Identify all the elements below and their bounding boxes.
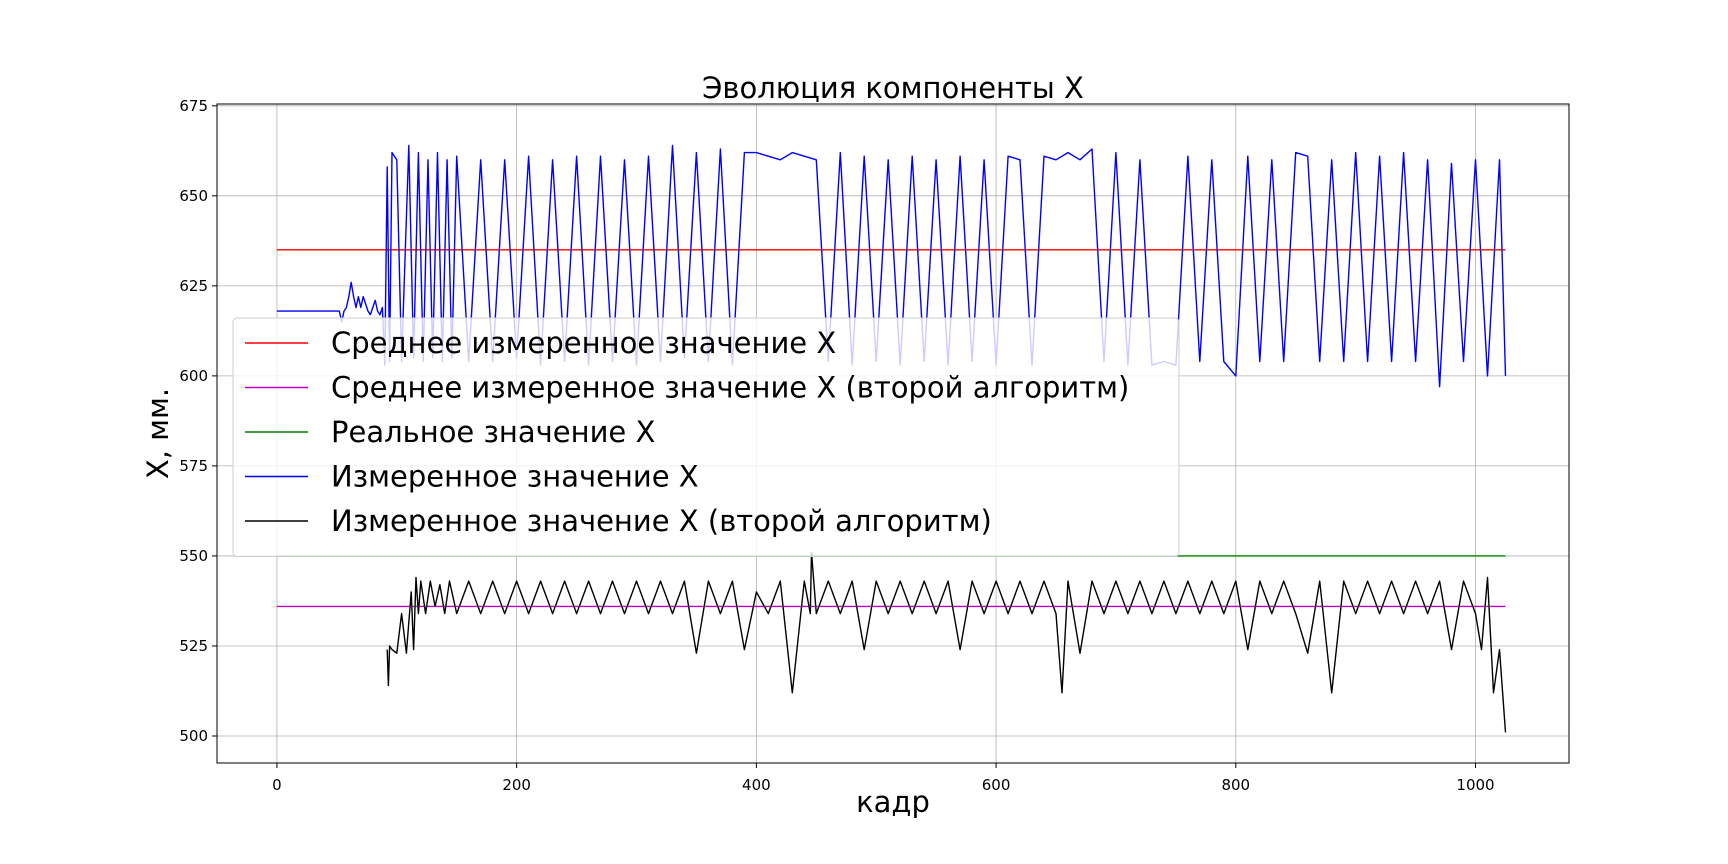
x-tick-label: 400: [742, 776, 771, 794]
legend: Среднее измеренное значение X Среднее изм…: [232, 317, 1180, 557]
x-tick-label: 800: [1221, 776, 1250, 794]
legend-label: Измеренное значение X (второй алгоритм): [331, 504, 992, 538]
legend-label: Среднее измеренное значение X (второй ал…: [331, 371, 1129, 405]
x-tick-label: 600: [982, 776, 1011, 794]
legend-box: [232, 317, 1180, 557]
y-axis-title: X, мм.: [141, 388, 175, 479]
plot-frame: [216, 103, 1570, 764]
y-tick-label: 625: [179, 277, 208, 295]
y-tick-label: 550: [179, 547, 208, 565]
legend-label: Реальное значение X: [331, 415, 655, 449]
y-tick-label: 650: [179, 187, 208, 205]
y-tick-label: 675: [179, 97, 208, 115]
legend-label: Измеренное значение X: [331, 460, 699, 494]
chart-title: Эволюция компоненты X: [702, 71, 1084, 105]
x-tick-label: 0: [272, 776, 282, 794]
x-tick-label: 200: [502, 776, 531, 794]
x-axis-title: кадр: [856, 785, 930, 819]
y-tick-label: 600: [179, 367, 208, 385]
tick-layer: 0 200 400 600 800 1000 500 525 550 575 600 625 650 67…: [179, 97, 1494, 794]
series-line-5: [386, 551, 1507, 733]
series-line-4: [276, 144, 1507, 388]
y-tick-label: 500: [179, 727, 208, 745]
y-tick-label: 575: [179, 457, 208, 475]
y-tick-label: 525: [179, 637, 208, 655]
x-tick-label: 1000: [1456, 776, 1494, 794]
legend-label: Среднее измеренное значение X: [331, 326, 836, 360]
